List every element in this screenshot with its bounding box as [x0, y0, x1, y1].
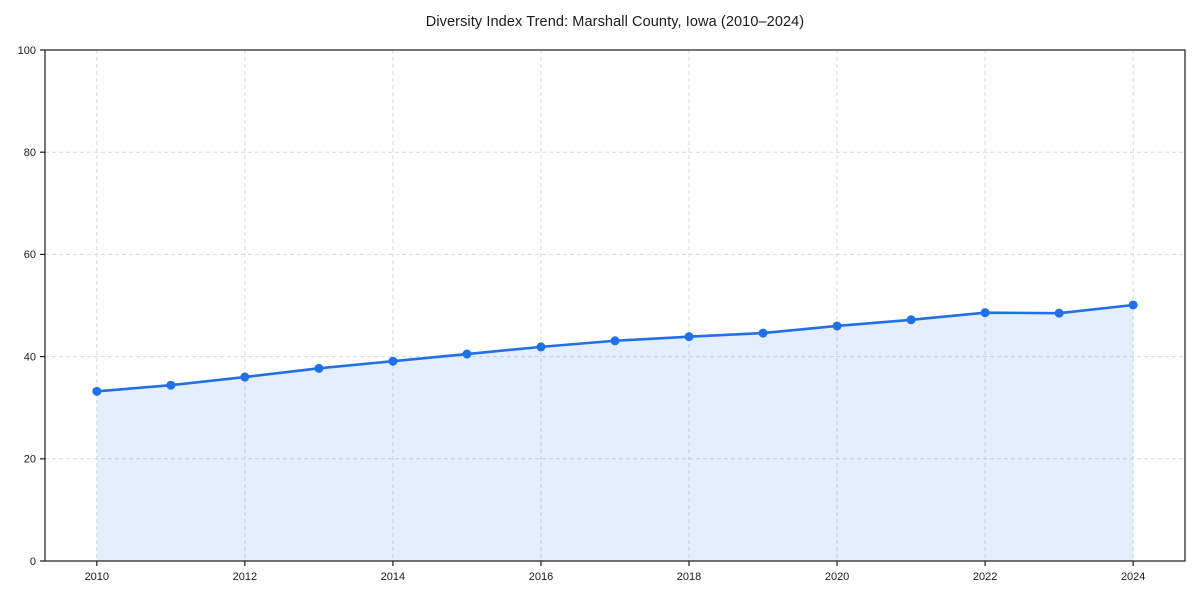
data-point	[610, 336, 620, 346]
data-point	[758, 328, 768, 338]
data-point	[166, 380, 176, 390]
data-point	[980, 308, 990, 318]
x-tick-label: 2018	[677, 571, 701, 583]
x-tick-label: 2022	[973, 571, 997, 583]
x-tick-label: 2010	[85, 571, 109, 583]
x-tick-label: 2020	[825, 571, 849, 583]
x-tick-label: 2012	[233, 571, 257, 583]
data-point	[314, 363, 324, 373]
data-point	[92, 386, 102, 396]
chart-title: Diversity Index Trend: Marshall County, …	[425, 14, 805, 30]
data-point	[536, 342, 546, 352]
data-point	[240, 372, 250, 382]
y-tick-label: 80	[24, 147, 36, 159]
x-tick-label: 2016	[529, 571, 553, 583]
plot-border	[44, 49, 1186, 562]
y-tick-label: 60	[24, 249, 36, 261]
x-tick-label: 2014	[381, 571, 405, 583]
y-tick-label: 100	[18, 45, 36, 57]
x-tick-label: 2024	[1121, 571, 1145, 583]
data-point	[906, 315, 916, 325]
y-tick-label: 40	[24, 351, 36, 363]
data-point	[462, 349, 472, 359]
data-point	[684, 332, 694, 342]
y-tick-label: 0	[30, 556, 36, 568]
data-point	[388, 356, 398, 366]
data-point	[1128, 300, 1138, 310]
data-point	[1054, 308, 1064, 318]
area-fill	[96, 304, 1134, 561]
y-tick-label: 20	[24, 454, 36, 466]
data-point	[832, 321, 842, 331]
